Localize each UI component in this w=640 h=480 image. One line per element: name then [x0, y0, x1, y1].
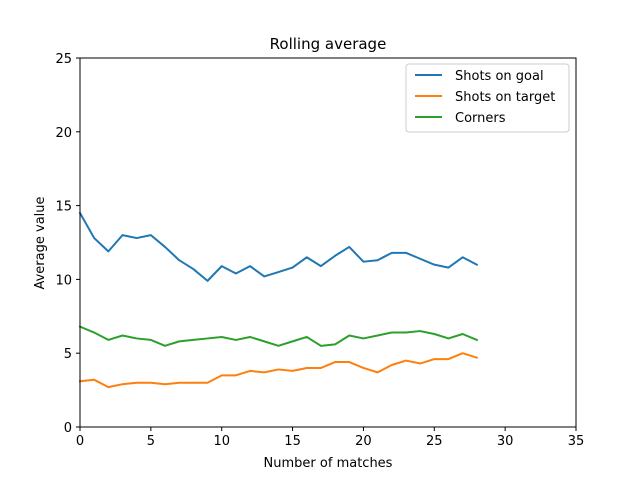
x-tick-label: 35 [568, 434, 585, 449]
x-tick-label: 10 [213, 434, 230, 449]
y-tick-label: 5 [64, 347, 72, 362]
y-tick-label: 0 [64, 421, 72, 436]
chart-title: Rolling average [270, 35, 387, 53]
x-tick-label: 15 [284, 434, 301, 449]
x-tick-label: 25 [426, 434, 443, 449]
x-axis-title: Number of matches [264, 456, 393, 471]
y-tick-label: 10 [55, 273, 72, 288]
y-axis-title: Average value [33, 196, 48, 289]
legend-label-3: Corners [455, 111, 506, 126]
series-line-3 [78, 325, 479, 347]
x-tick-label: 20 [355, 434, 372, 449]
series-line-2 [78, 352, 479, 389]
series-line-1 [78, 211, 479, 282]
x-tick-label: 5 [147, 434, 155, 449]
plot-area: 0 5 10 15 20 25 30 35 0 5 10 15 20 25 [55, 52, 584, 449]
x-tick-label: 0 [76, 434, 84, 449]
y-tick-label: 20 [55, 126, 72, 141]
y-tick-label: 25 [55, 52, 72, 67]
legend: Shots on goal Shots on target Corners [405, 63, 570, 133]
axes-frame [79, 57, 577, 428]
legend-label-2: Shots on target [455, 90, 555, 105]
legend-box [405, 63, 570, 133]
legend-label-1: Shots on goal [455, 69, 544, 84]
y-tick-label: 15 [55, 200, 72, 215]
x-tick-label: 30 [497, 434, 514, 449]
